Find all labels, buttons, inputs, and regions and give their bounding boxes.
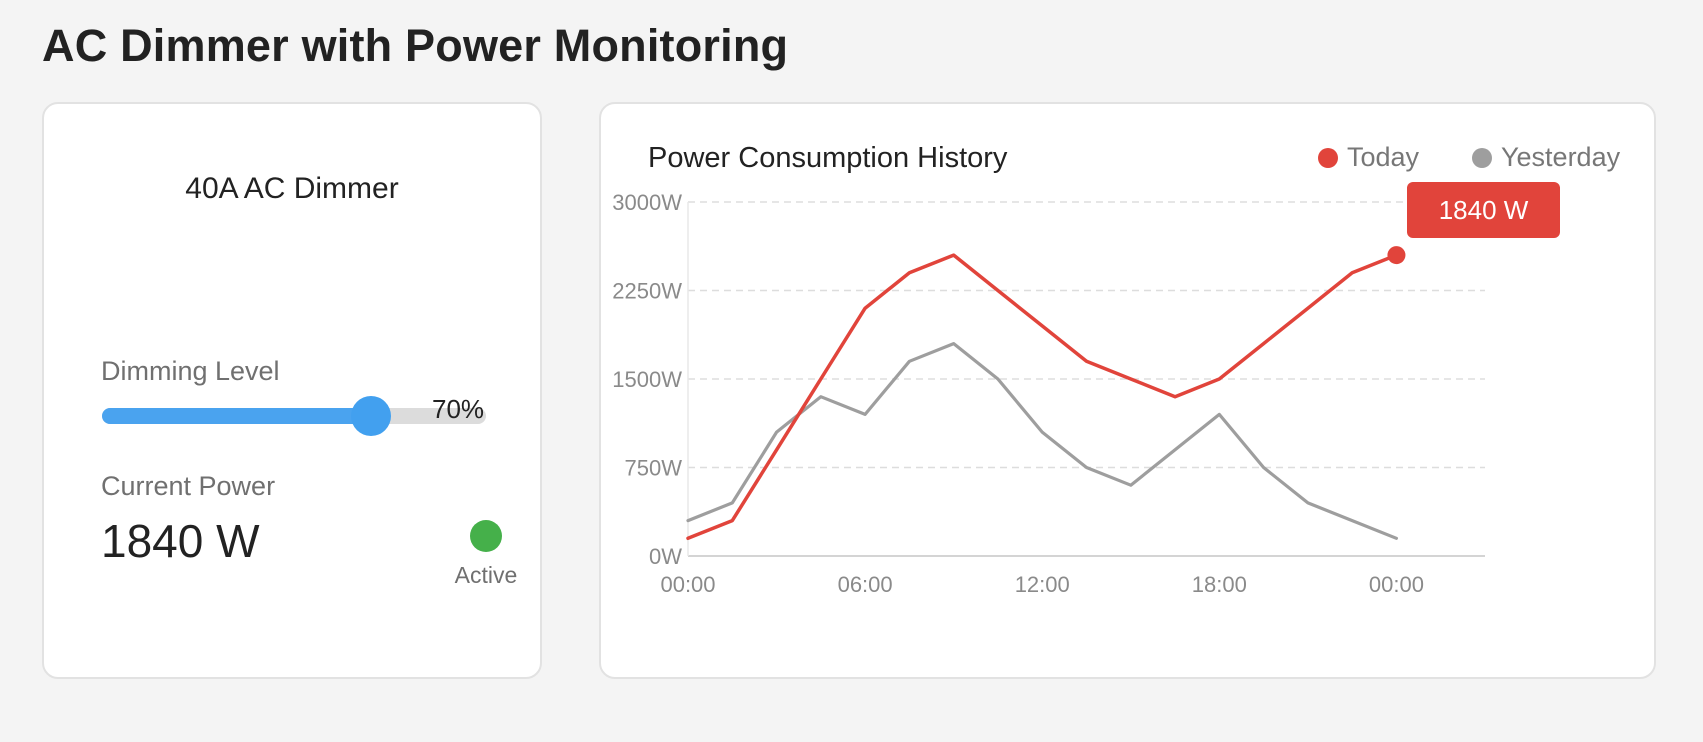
legend-yesterday-label: Yesterday: [1501, 142, 1621, 172]
slider-fill: [102, 408, 371, 424]
x-tick-label: 06:00: [838, 572, 893, 597]
series-line-yesterday: [686, 342, 1399, 540]
dimming-level-label: Dimming Level: [101, 356, 280, 386]
x-tick-label: 18:00: [1192, 572, 1247, 597]
dimming-level-value: 70%: [432, 394, 485, 424]
legend-today-dot-icon: [1318, 147, 1338, 168]
power-history-chart: 0W 750W 1500W 2250W 3000W 00:00 06:00 12:00 18:0…: [612, 190, 1485, 597]
x-tick-label: 00:00: [1369, 572, 1424, 597]
dimming-slider[interactable]: [102, 396, 486, 436]
y-tick-label: 2250W: [612, 279, 682, 304]
x-tick-label: 00:00: [660, 572, 715, 597]
current-power-label: Current Power: [101, 471, 276, 501]
y-tick-label: 0W: [649, 544, 682, 569]
page-title: AC Dimmer with Power Monitoring: [42, 20, 789, 71]
legend-yesterday-dot-icon: [1472, 147, 1492, 168]
series-point-highlight[interactable]: [1387, 246, 1406, 265]
chart-axes: 0W 750W 1500W 2250W 3000W 00:00 06:00 12:00 18:0…: [612, 190, 1485, 597]
current-power-value: 1840 W: [101, 515, 260, 567]
y-tick-label: 3000W: [612, 190, 682, 215]
chart-grid: [688, 201, 1485, 469]
legend-item-today[interactable]: Today: [1318, 142, 1419, 173]
y-tick-label: 750W: [625, 456, 683, 481]
device-title: 40A AC Dimmer: [185, 172, 399, 205]
legend-today-label: Today: [1347, 142, 1420, 172]
y-tick-label: 1500W: [612, 367, 682, 392]
x-tick-label: 12:00: [1015, 572, 1070, 597]
dimmer-card: 40A AC Dimmer Dimming Level 70% Current …: [42, 102, 542, 679]
chart-tooltip: 1840 W: [1407, 182, 1560, 238]
chart-title: Power Consumption History: [648, 142, 1008, 174]
series-line-today: [686, 253, 1399, 541]
legend-item-yesterday[interactable]: Yesterday: [1472, 142, 1620, 173]
power-history-card: 0W 750W 1500W 2250W 3000W 00:00 06:00 12:00 18:0…: [599, 102, 1656, 679]
chart-series: [686, 246, 1406, 541]
slider-thumb[interactable]: [350, 396, 391, 436]
status-indicator-icon: [470, 520, 502, 552]
status-label: Active: [454, 562, 518, 588]
